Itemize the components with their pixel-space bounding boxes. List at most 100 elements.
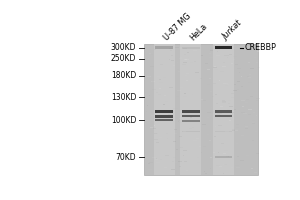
Bar <box>155 115 173 118</box>
Bar <box>218 96 219 97</box>
Bar <box>214 46 232 49</box>
Text: HeLa: HeLa <box>189 22 209 42</box>
Bar <box>237 89 239 90</box>
Bar <box>177 69 178 70</box>
Bar <box>247 138 251 139</box>
Bar <box>187 78 190 79</box>
Bar <box>231 97 234 98</box>
Bar <box>197 127 201 128</box>
Bar <box>146 150 149 151</box>
Bar <box>203 146 206 147</box>
Bar <box>230 49 232 50</box>
Bar <box>201 55 203 56</box>
Bar <box>164 167 167 168</box>
Bar <box>175 162 177 163</box>
Bar <box>220 143 224 144</box>
Text: 130KD: 130KD <box>111 93 136 102</box>
Bar <box>248 82 252 83</box>
Bar <box>222 101 226 102</box>
Bar <box>180 87 183 88</box>
Bar <box>220 106 223 107</box>
Bar <box>213 83 217 84</box>
Bar <box>151 54 153 55</box>
Bar <box>252 123 255 124</box>
Bar <box>148 78 149 79</box>
Bar <box>172 161 174 162</box>
Bar <box>254 172 257 173</box>
Bar <box>224 150 228 151</box>
Bar <box>250 96 253 97</box>
Bar <box>196 138 199 139</box>
Bar <box>147 105 148 106</box>
Bar <box>248 77 250 78</box>
Bar <box>218 115 221 116</box>
Bar <box>150 66 154 67</box>
Bar <box>173 65 175 66</box>
Bar <box>253 112 255 113</box>
Bar <box>220 71 224 72</box>
Bar <box>209 140 211 141</box>
Bar <box>159 137 162 138</box>
Bar <box>180 57 182 58</box>
Bar <box>245 102 248 103</box>
Bar <box>208 53 211 54</box>
Bar <box>247 76 250 77</box>
Bar <box>159 79 161 80</box>
Bar <box>218 166 222 167</box>
Bar <box>169 59 170 60</box>
Bar <box>218 67 220 68</box>
Bar <box>186 73 189 74</box>
Bar <box>216 55 220 56</box>
Bar <box>229 100 231 101</box>
Bar <box>145 44 258 175</box>
Bar <box>200 48 204 49</box>
Bar <box>202 124 206 125</box>
Bar <box>182 47 200 49</box>
Bar <box>178 161 182 162</box>
Bar <box>155 46 173 49</box>
Bar <box>222 100 225 101</box>
Bar <box>218 154 221 155</box>
Bar <box>176 96 178 97</box>
Bar <box>242 100 245 101</box>
Bar <box>218 152 219 153</box>
Bar <box>209 78 211 79</box>
Bar <box>178 147 181 148</box>
Bar <box>256 62 258 63</box>
Bar <box>158 94 160 95</box>
Bar <box>148 163 151 164</box>
Bar <box>235 130 239 131</box>
Bar <box>167 63 171 64</box>
Bar <box>171 169 175 170</box>
Bar <box>171 72 173 73</box>
Bar <box>212 96 214 97</box>
Bar <box>231 63 233 64</box>
Bar <box>155 110 173 113</box>
Bar <box>233 106 234 107</box>
Bar <box>147 76 151 77</box>
Bar <box>159 166 161 167</box>
Bar <box>239 94 242 95</box>
Bar <box>154 49 156 50</box>
Bar <box>156 133 158 134</box>
Bar <box>256 67 260 68</box>
Bar <box>226 156 229 157</box>
Bar <box>182 115 200 117</box>
Bar <box>154 139 158 140</box>
Bar <box>183 131 186 132</box>
Text: U-87 MG: U-87 MG <box>162 12 193 42</box>
Bar <box>218 113 222 114</box>
Bar <box>149 53 151 54</box>
Bar <box>244 124 245 125</box>
Bar <box>177 90 181 91</box>
Bar <box>172 111 174 112</box>
Bar <box>150 121 151 122</box>
Bar <box>154 44 175 175</box>
Bar <box>230 54 232 55</box>
Bar <box>168 114 170 115</box>
Bar <box>246 106 247 107</box>
Bar <box>173 108 178 109</box>
Bar <box>241 112 245 113</box>
Bar <box>240 48 244 49</box>
Bar <box>183 48 187 49</box>
